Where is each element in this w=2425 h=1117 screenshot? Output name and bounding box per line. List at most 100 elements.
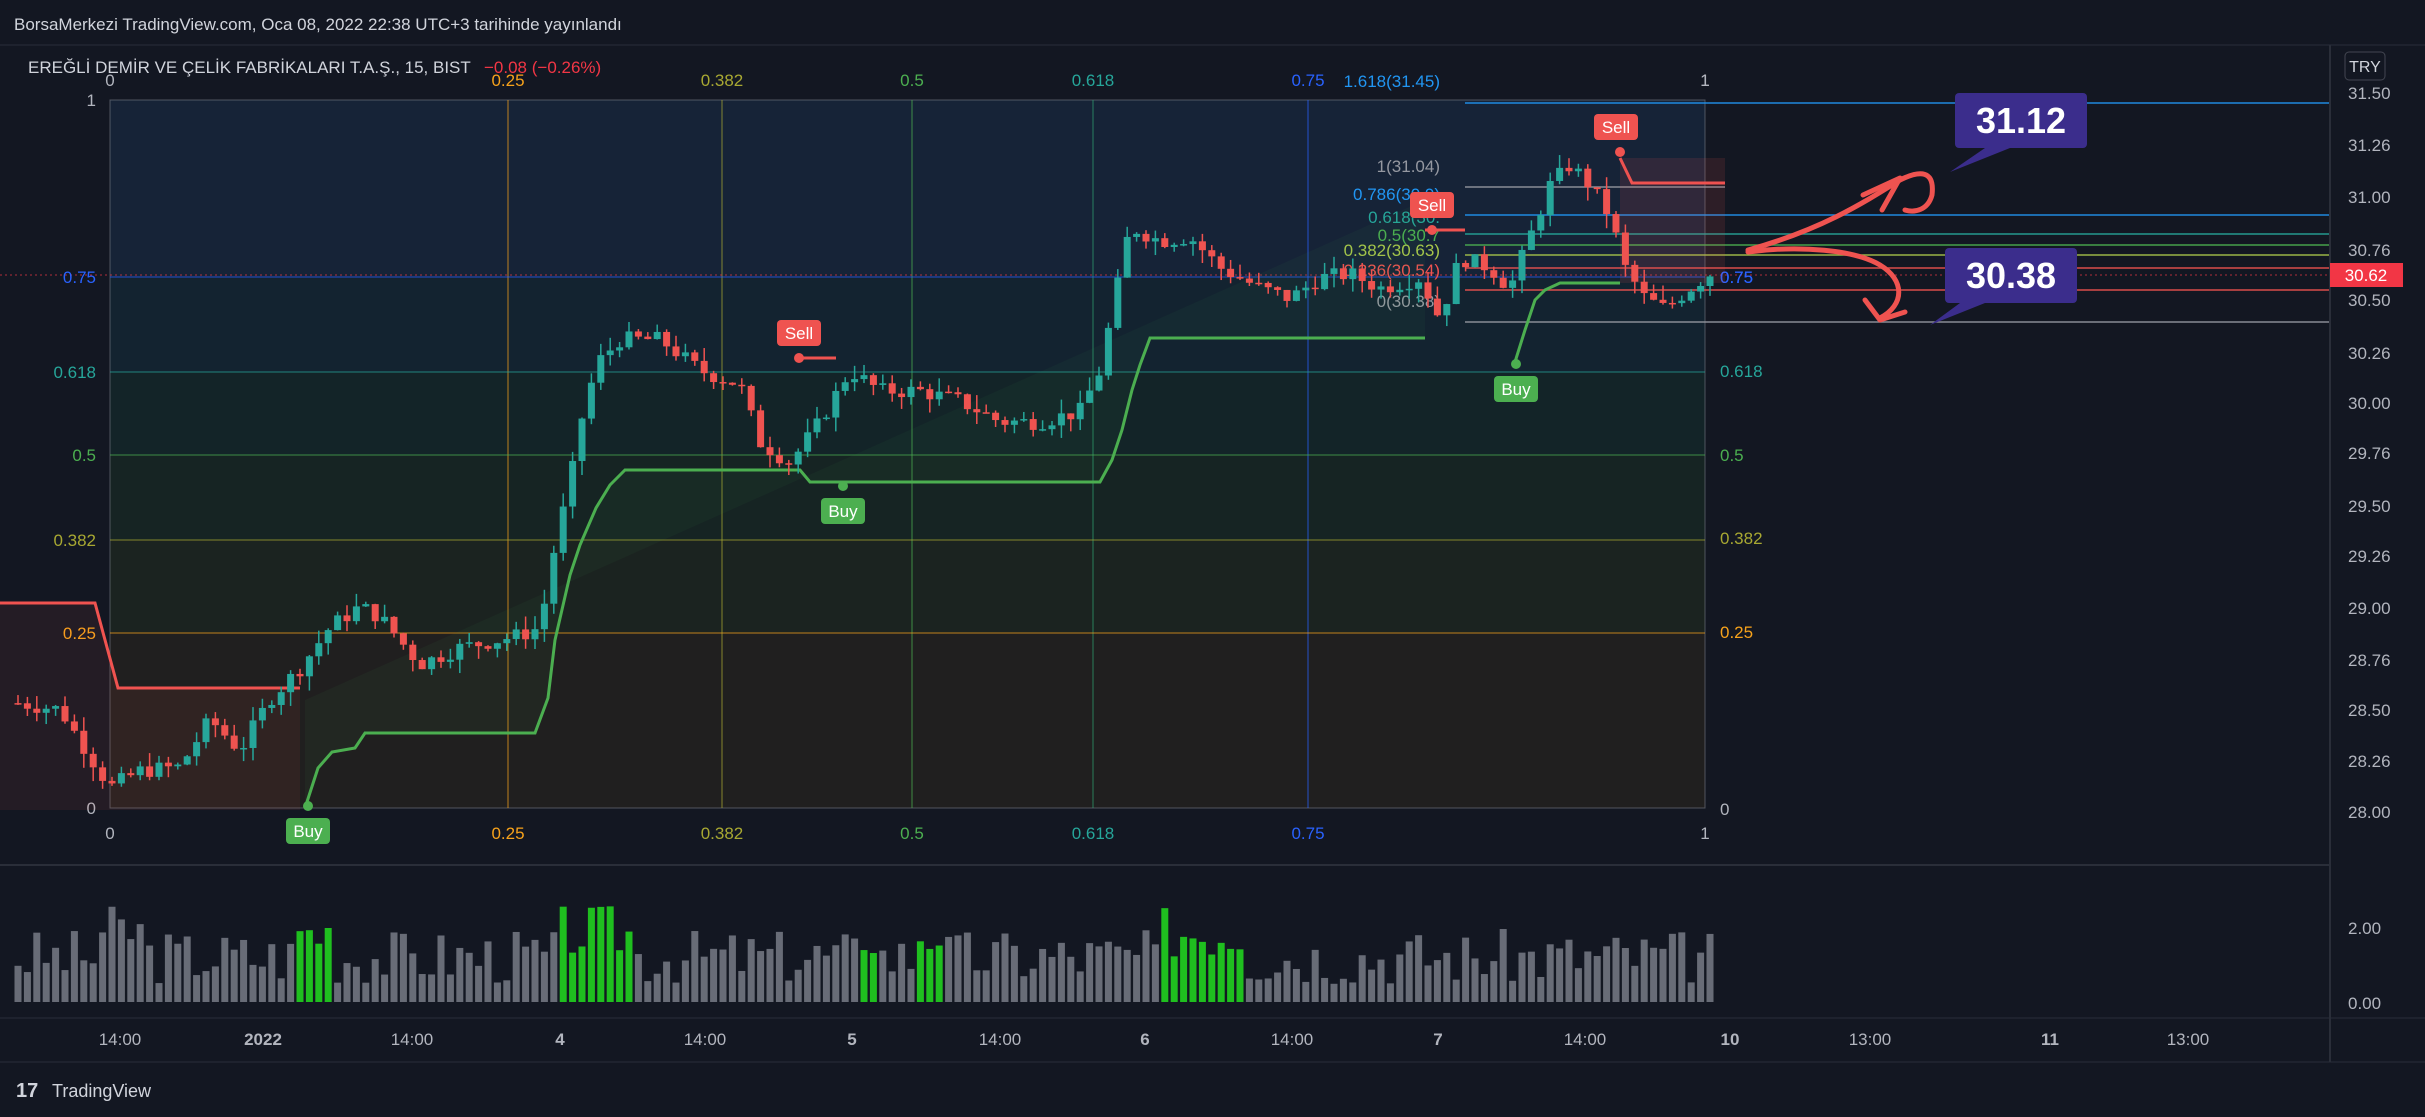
- fib-small-label-7: 0(30.38): [1377, 292, 1440, 311]
- fib-small-label-9: 0.75: [1720, 268, 1753, 287]
- candle-body-103: [982, 412, 990, 414]
- footer-brand[interactable]: TradingView: [52, 1081, 152, 1101]
- candle-body-79: [757, 410, 765, 448]
- candle-body-16: [164, 762, 172, 767]
- volume-bar-141: [1339, 978, 1347, 1002]
- candle-body-120: [1142, 233, 1150, 242]
- time-axis[interactable]: 14:00 2022 14:00 4 14:00 5 14:00 6 14:00 7 14:00 10…: [99, 1030, 2210, 1049]
- candle-body-35: [343, 615, 351, 622]
- volume-bar-154: [1462, 937, 1470, 1002]
- candle-body-100: [954, 392, 962, 395]
- volume-bar-157: [1490, 961, 1498, 1002]
- sell-signal-1-label: Sell: [785, 324, 813, 343]
- volume-bar-69: [663, 961, 671, 1002]
- candle-body-78: [747, 385, 755, 411]
- candle-body-91: [869, 375, 877, 385]
- candle-body-2: [33, 708, 41, 713]
- volume-bar-9: [99, 932, 107, 1002]
- volume-bar-59: [569, 952, 577, 1002]
- volume-bar-110: [1048, 956, 1056, 1002]
- volume-bar-134: [1274, 972, 1282, 1002]
- candle-body-83: [794, 451, 802, 465]
- volume-bar-162: [1537, 976, 1545, 1002]
- volume-bar-82: [785, 980, 793, 1002]
- volume-bar-23: [230, 949, 238, 1002]
- candle-body-157: [1490, 270, 1498, 278]
- volume-bar-177: [1678, 932, 1686, 1002]
- arrow-down-head: [1862, 297, 1908, 323]
- volume-bar-31: [305, 930, 313, 1002]
- price-tick-7: 29.76: [2348, 444, 2391, 463]
- candle-body-7: [80, 730, 88, 754]
- candle-body-116: [1104, 327, 1112, 376]
- volume-bar-53: [512, 931, 520, 1002]
- candle-body-164: [1556, 167, 1564, 181]
- candle-body-112: [1067, 413, 1075, 420]
- volume-bar-131: [1245, 978, 1253, 1002]
- volume-group: [14, 906, 1714, 1002]
- volume-bar-21: [211, 966, 219, 1002]
- buy-signal-3-dot: [1511, 359, 1521, 369]
- candle-body-59: [569, 461, 577, 507]
- candle-body-31: [305, 656, 313, 677]
- candle-body-124: [1180, 244, 1188, 246]
- published-line: BorsaMerkezi TradingView.com, Oca 08, 20…: [14, 15, 622, 34]
- candle-body-105: [1001, 420, 1009, 425]
- candle-body-5: [61, 706, 69, 722]
- candle-body-3: [42, 708, 50, 713]
- candle-body-21: [211, 718, 219, 726]
- buy-signal-1-box: [286, 818, 330, 844]
- candle-body-60: [578, 418, 586, 462]
- volume-bar-151: [1433, 960, 1441, 1002]
- time-label-3: 4: [555, 1030, 565, 1049]
- candle-body-93: [888, 383, 896, 394]
- volume-bar-113: [1076, 971, 1084, 1002]
- candle-body-45: [437, 657, 445, 662]
- time-label-9: 7: [1433, 1030, 1442, 1049]
- candle-body-109: [1039, 429, 1047, 431]
- volume-bar-179: [1697, 952, 1705, 1002]
- fib-left-label-6: 0: [87, 799, 96, 818]
- candle-body-104: [992, 412, 1000, 421]
- price-tick-3: 30.76: [2348, 241, 2391, 260]
- candle-body-154: [1462, 262, 1470, 268]
- candle-body-67: [644, 336, 652, 340]
- candle-body-23: [230, 735, 238, 749]
- volume-bar-88: [841, 934, 849, 1002]
- candle-body-1: [23, 703, 31, 709]
- volume-bar-35: [343, 963, 351, 1002]
- buy-signal-2-label: Buy: [828, 502, 858, 521]
- volume-bar-99: [945, 936, 953, 1002]
- price-change: −0.08 (−0.26%): [484, 58, 601, 77]
- candle-body-152: [1443, 304, 1451, 316]
- candle-body-118: [1123, 236, 1131, 278]
- volume-bar-67: [644, 981, 652, 1002]
- candle-body-26: [258, 707, 266, 721]
- volume-bar-167: [1584, 951, 1592, 1002]
- candle-body-22: [221, 725, 229, 736]
- candle-body-150: [1424, 282, 1432, 299]
- price-axis[interactable]: 31.50 31.26 31.00 30.76 30.50 30.26 30.00 29.76…: [2348, 84, 2391, 822]
- candle-body-119: [1133, 233, 1141, 237]
- buy-signal-3-box: [1494, 376, 1538, 402]
- volume-bar-112: [1067, 956, 1075, 1002]
- fib-bottom-label-5: 0.75: [1291, 824, 1324, 843]
- volume-bar-143: [1358, 955, 1366, 1002]
- symbol-title[interactable]: EREĞLİ DEMİR VE ÇELİK FABRİKALARI T.A.Ş.…: [28, 58, 471, 77]
- callout-down-tail: [1930, 303, 1985, 325]
- volume-bar-22: [221, 937, 229, 1002]
- volume-bar-76: [728, 935, 736, 1002]
- candle-body-92: [879, 383, 887, 385]
- volume-bar-79: [757, 951, 765, 1002]
- volume-bar-96: [916, 941, 924, 1002]
- volume-bar-2: [33, 932, 41, 1002]
- fib-left-label-5: 0.25: [63, 624, 96, 643]
- candle-body-62: [597, 355, 605, 383]
- volume-bar-156: [1480, 974, 1488, 1002]
- volume-bar-175: [1659, 948, 1667, 1002]
- candle-body-48: [465, 642, 473, 644]
- candle-body-75: [719, 382, 727, 384]
- volume-bar-127: [1208, 954, 1216, 1002]
- currency-button[interactable]: TRY: [2349, 59, 2381, 76]
